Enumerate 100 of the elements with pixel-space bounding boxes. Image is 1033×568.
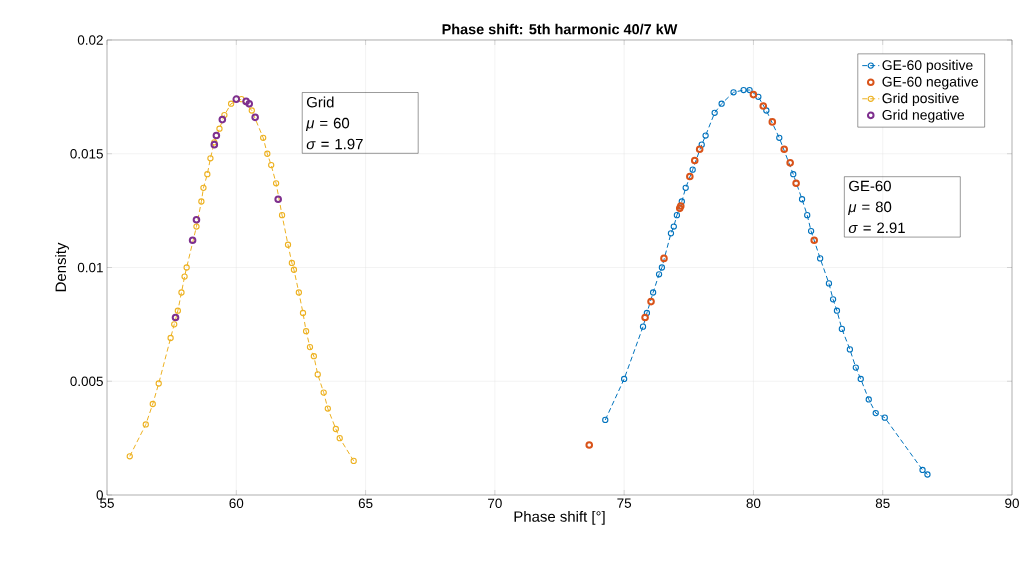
- point: [749, 90, 758, 99]
- annotation: GE-60: [849, 180, 891, 192]
- point: [776, 134, 783, 141]
- point: [759, 102, 768, 110]
- point: [621, 375, 628, 383]
- annotation: σ = 1.97: [306, 138, 363, 150]
- point: [702, 132, 709, 139]
- y-tick-label: 0.02: [77, 35, 103, 45]
- point: [288, 259, 296, 267]
- point: [686, 172, 694, 181]
- point: [673, 212, 681, 219]
- point: [155, 380, 162, 387]
- point: [682, 184, 689, 192]
- point: [204, 171, 211, 178]
- x-tick-label: 60: [229, 498, 244, 509]
- point: [852, 364, 859, 371]
- point: [857, 375, 864, 383]
- point: [817, 255, 824, 262]
- point: [302, 328, 310, 335]
- point: [232, 95, 241, 103]
- point: [216, 125, 223, 132]
- x-tick-label: 85: [875, 498, 890, 509]
- legend-label: Grid negative: [882, 109, 965, 123]
- point: [711, 109, 718, 116]
- x-tick-label: 75: [617, 498, 632, 508]
- point: [174, 307, 181, 314]
- legend-label: GE-60 negative: [882, 76, 979, 90]
- point: [780, 145, 788, 153]
- point: [790, 171, 797, 178]
- point: [207, 155, 214, 162]
- point: [810, 236, 818, 244]
- point: [336, 434, 343, 442]
- legend-label: Grid positive: [882, 92, 959, 106]
- point: [602, 416, 609, 424]
- point: [284, 241, 292, 248]
- x-tick-label: 55: [100, 498, 114, 508]
- point: [585, 441, 594, 449]
- point: [658, 264, 666, 271]
- chart-title: Phase shift: 5th harmonic 40/7 kW: [442, 23, 678, 35]
- point: [183, 264, 190, 271]
- point: [192, 215, 201, 224]
- point: [320, 389, 327, 396]
- point: [251, 113, 259, 122]
- point: [142, 421, 149, 428]
- y-tick-label: 0.005: [70, 376, 103, 386]
- point: [171, 321, 178, 328]
- point: [807, 227, 815, 235]
- annotation: μ = 80: [848, 201, 892, 215]
- y-tick-label: 0.01: [77, 262, 103, 273]
- point: [746, 86, 753, 94]
- point: [212, 131, 221, 140]
- point: [268, 161, 275, 169]
- point: [647, 297, 655, 306]
- point: [690, 156, 699, 165]
- point: [272, 180, 280, 187]
- y-axis-title: Density: [55, 242, 69, 292]
- point: [919, 466, 926, 474]
- point: [655, 271, 663, 278]
- point: [740, 86, 747, 94]
- point: [221, 111, 228, 119]
- annotation: μ = 60: [305, 117, 350, 132]
- point: [200, 184, 207, 192]
- point: [149, 400, 156, 408]
- point: [350, 457, 357, 465]
- point: [718, 100, 725, 107]
- x-axis-title: Phase shift [°]: [514, 510, 605, 525]
- x-tick-label: 70: [488, 498, 502, 509]
- point: [804, 212, 811, 219]
- point: [829, 296, 837, 303]
- y-tick-label: 0: [96, 490, 103, 500]
- point: [178, 289, 185, 296]
- point: [181, 273, 188, 280]
- x-tick-label: 65: [358, 498, 373, 509]
- point: [670, 223, 677, 230]
- legend-label: GE-60 positive: [882, 59, 973, 73]
- point: [786, 159, 794, 167]
- x-tick-label: 90: [1005, 498, 1019, 509]
- point: [838, 325, 846, 333]
- point: [763, 107, 770, 114]
- point: [798, 196, 806, 203]
- point: [295, 289, 303, 296]
- point: [188, 236, 197, 244]
- point: [290, 266, 298, 273]
- point: [649, 289, 657, 296]
- point: [924, 471, 931, 478]
- point: [695, 145, 704, 153]
- point: [264, 150, 271, 157]
- point: [792, 179, 800, 188]
- point: [248, 107, 255, 114]
- point: [167, 334, 174, 342]
- point: [245, 99, 254, 108]
- point: [639, 323, 647, 330]
- point: [126, 453, 133, 460]
- point: [730, 89, 737, 96]
- point: [660, 254, 668, 263]
- annotation: Grid: [306, 96, 334, 108]
- point: [306, 343, 314, 351]
- point: [227, 100, 235, 107]
- point: [678, 198, 685, 205]
- x-tick-label: 80: [746, 498, 761, 509]
